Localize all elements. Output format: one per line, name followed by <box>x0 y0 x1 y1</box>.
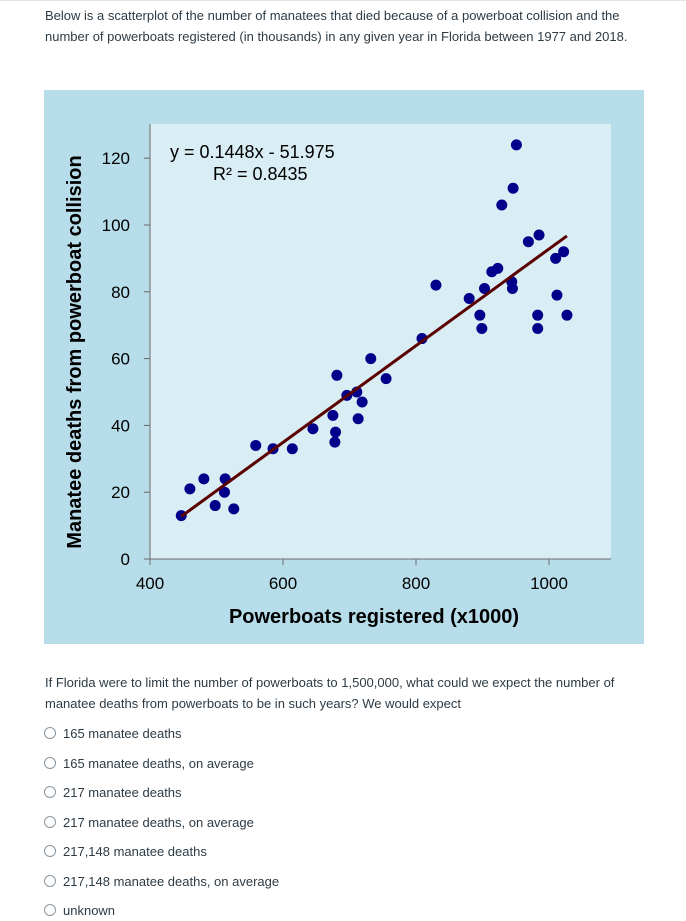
data-point <box>506 282 518 294</box>
data-point <box>492 262 504 274</box>
data-point <box>551 289 563 301</box>
radio-button[interactable] <box>44 845 56 857</box>
data-point <box>329 436 341 448</box>
regression-equation: y = 0.1448x - 51.975 <box>170 142 335 162</box>
option-165-deaths[interactable]: 165 manatee deaths <box>44 722 444 744</box>
data-point <box>365 353 377 365</box>
data-point <box>356 396 368 408</box>
option-label: 217 manatee deaths, on average <box>63 814 254 830</box>
data-point <box>416 333 428 345</box>
y-tick-label: 60 <box>111 350 130 369</box>
data-point <box>561 309 573 321</box>
x-tick-label: 1000 <box>530 574 568 593</box>
data-point <box>209 500 221 512</box>
plot-area-background <box>150 124 611 559</box>
data-point <box>327 409 339 421</box>
y-axis-label: Manatee deaths from powerboat collision <box>64 155 86 548</box>
radio-button[interactable] <box>44 816 56 828</box>
option-217-deaths-average[interactable]: 217 manatee deaths, on average <box>44 811 444 833</box>
option-label: 165 manatee deaths, on average <box>63 755 254 771</box>
intro-text: Below is a scatterplot of the number of … <box>45 8 628 44</box>
option-217-deaths[interactable]: 217 manatee deaths <box>44 781 444 803</box>
y-tick-label: 40 <box>111 416 130 435</box>
data-point <box>228 503 240 515</box>
data-point <box>522 236 534 248</box>
option-label: 217 manatee deaths <box>63 784 182 800</box>
option-label: 217,148 manatee deaths <box>63 843 207 859</box>
tick-labels: 0 20 40 60 80 100 120 400 600 800 1000 <box>102 149 568 593</box>
data-point <box>307 423 319 435</box>
data-point <box>218 486 230 498</box>
y-tick-label: 120 <box>102 149 130 168</box>
data-point <box>476 323 488 335</box>
option-label: 165 manatee deaths <box>63 725 182 741</box>
radio-button[interactable] <box>44 904 56 916</box>
radio-button[interactable] <box>44 727 56 739</box>
data-point <box>496 199 508 211</box>
data-point <box>558 246 570 258</box>
data-point <box>507 182 519 194</box>
data-point <box>478 282 490 294</box>
data-point <box>198 473 210 485</box>
data-point <box>352 413 364 425</box>
data-point <box>474 309 486 321</box>
x-tick-label: 800 <box>402 574 430 593</box>
top-divider <box>0 0 686 1</box>
radio-button[interactable] <box>44 875 56 887</box>
data-point <box>430 279 442 291</box>
scatter-figure: 0 20 40 60 80 100 120 400 600 800 1000 y = 0.1448x… <box>44 90 644 644</box>
data-point <box>331 369 343 381</box>
data-point <box>532 323 544 335</box>
y-tick-label: 20 <box>111 483 130 502</box>
y-tick-label: 80 <box>111 283 130 302</box>
x-axis-label: Powerboats registered (x1000) <box>229 606 519 628</box>
data-point <box>250 439 262 451</box>
radio-button[interactable] <box>44 786 56 798</box>
data-point <box>510 139 522 151</box>
trendline <box>180 234 568 518</box>
data-point <box>463 292 475 304</box>
option-217148-deaths[interactable]: 217,148 manatee deaths <box>44 840 444 862</box>
y-tick-label: 100 <box>102 216 130 235</box>
option-label: 217,148 manatee deaths, on average <box>63 873 280 889</box>
data-point <box>550 252 562 264</box>
x-tick-label: 600 <box>269 574 297 593</box>
data-point <box>286 443 298 455</box>
axes <box>144 124 611 565</box>
data-point <box>380 373 392 385</box>
r-squared-label: R² = 0.8435 <box>213 164 308 184</box>
x-tick-label: 400 <box>136 574 164 593</box>
data-point <box>184 483 196 495</box>
radio-button[interactable] <box>44 757 56 769</box>
question-text: If Florida were to limit the number of p… <box>45 675 615 711</box>
option-165-deaths-average[interactable]: 165 manatee deaths, on average <box>44 752 444 774</box>
data-point <box>533 229 545 241</box>
data-point <box>532 309 544 321</box>
y-tick-label: 0 <box>121 550 130 569</box>
option-217148-deaths-average[interactable]: 217,148 manatee deaths, on average <box>44 870 444 892</box>
option-unknown[interactable]: unknown <box>44 899 444 921</box>
scatter-chart: 0 20 40 60 80 100 120 400 600 800 1000 y = 0.1448x… <box>44 90 644 644</box>
data-point <box>330 426 342 438</box>
option-label: unknown <box>63 902 116 918</box>
